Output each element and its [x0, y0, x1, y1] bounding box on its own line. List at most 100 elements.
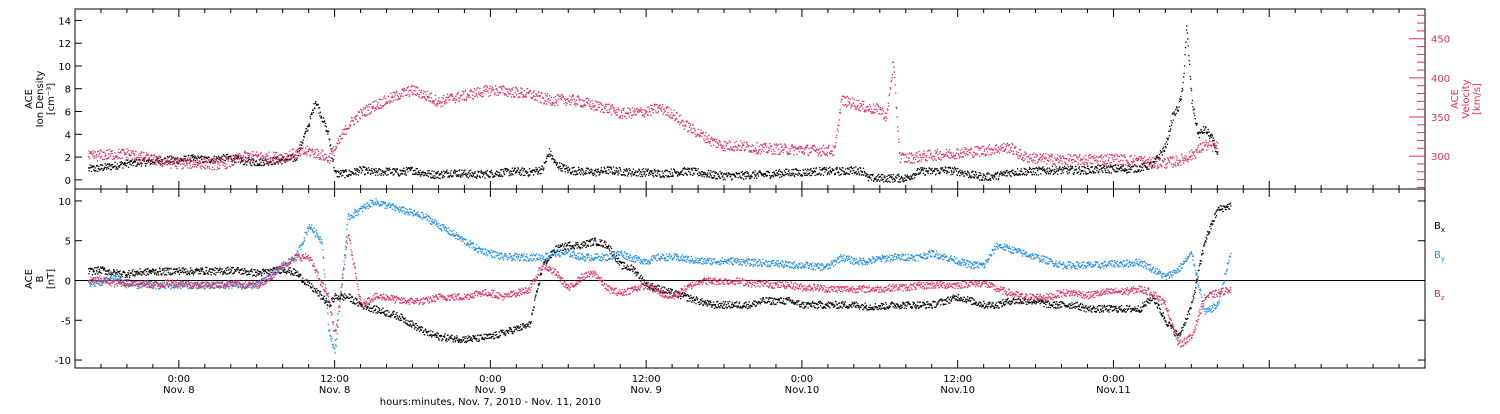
velocity-series-point	[498, 95, 499, 96]
density-series-point	[870, 177, 871, 178]
velocity-series-point	[323, 157, 324, 158]
velocity-series-point	[1198, 145, 1199, 146]
density-series-point	[145, 165, 146, 166]
velocity-series-point	[757, 153, 758, 154]
density-series-point	[446, 171, 447, 172]
velocity-series-point	[403, 91, 404, 92]
density-series-point	[511, 171, 512, 172]
velocity-series-point	[545, 95, 546, 96]
velocity-series-point	[1101, 158, 1102, 159]
velocity-series-point	[964, 147, 965, 148]
density-series-point	[302, 142, 303, 143]
velocity-series-point	[318, 157, 319, 158]
density-series-point	[543, 169, 544, 170]
density-series-point	[1080, 173, 1081, 174]
velocity-series-point	[359, 112, 360, 113]
velocity-series-point	[1098, 164, 1099, 165]
velocity-series-point	[956, 153, 957, 154]
density-series-point	[1098, 171, 1099, 172]
velocity-series-point	[851, 104, 852, 105]
velocity-series-point	[512, 94, 513, 95]
density-series-point	[566, 165, 567, 166]
velocity-series-point	[1192, 152, 1193, 153]
density-series-point	[195, 160, 196, 161]
velocity-series-point	[966, 153, 967, 154]
velocity-series-point	[893, 67, 894, 68]
velocity-series-point	[1025, 158, 1026, 159]
density-series-point	[224, 155, 225, 156]
density-series-point	[1171, 125, 1172, 126]
velocity-series-point	[752, 145, 753, 146]
density-series-point	[651, 170, 652, 171]
density-series-point	[616, 170, 617, 171]
velocity-series-point	[931, 158, 932, 159]
velocity-series-point	[439, 103, 440, 104]
velocity-series-point	[578, 95, 579, 96]
density-series-point	[414, 170, 415, 171]
density-series-point	[244, 163, 245, 164]
density-series-point	[1190, 79, 1191, 80]
velocity-series-point	[133, 150, 134, 151]
velocity-series-point	[1207, 146, 1208, 147]
velocity-series-point	[714, 138, 715, 139]
velocity-series-point	[150, 161, 151, 162]
velocity-series-point	[1043, 157, 1044, 158]
y-tick-label-right: 300	[1431, 152, 1450, 163]
density-series-point	[742, 171, 743, 172]
velocity-series-point	[610, 105, 611, 106]
velocity-series-point	[782, 145, 783, 146]
density-series-point	[1104, 168, 1105, 169]
density-series-point	[1011, 176, 1012, 177]
velocity-series-point	[317, 149, 318, 150]
density-series-point	[611, 169, 612, 170]
velocity-series-point	[101, 149, 102, 150]
density-series-point	[475, 171, 476, 172]
velocity-series-point	[594, 105, 595, 106]
density-series-point	[551, 154, 552, 155]
velocity-series-point	[100, 157, 101, 158]
density-series-point	[881, 177, 882, 178]
density-series-point	[576, 171, 577, 172]
velocity-series-point	[974, 152, 975, 153]
y-tick-label-left: 12	[58, 39, 71, 50]
velocity-series-point	[751, 152, 752, 153]
velocity-series-point	[273, 152, 274, 153]
velocity-series-point	[292, 149, 293, 150]
velocity-series-point	[1138, 159, 1139, 160]
density-series-point	[1181, 98, 1182, 99]
density-series-point	[405, 171, 406, 172]
density-series-point	[1168, 131, 1169, 132]
velocity-series-point	[1027, 161, 1028, 162]
b-x-series-point	[108, 273, 109, 274]
velocity-series-point	[1196, 152, 1197, 153]
velocity-series-point	[1097, 160, 1098, 161]
velocity-series-point	[788, 154, 789, 155]
velocity-series-point	[692, 132, 693, 133]
velocity-series-point	[183, 167, 184, 168]
velocity-series-point	[1180, 161, 1181, 162]
velocity-series-point	[555, 96, 556, 97]
density-series-point	[417, 168, 418, 169]
density-series-point	[385, 171, 386, 172]
density-series-point	[754, 174, 755, 175]
velocity-series-point	[751, 150, 752, 151]
density-series-point	[833, 169, 834, 170]
density-series-point	[588, 172, 589, 173]
density-series-point	[594, 174, 595, 175]
y-tick-label-left: 8	[65, 85, 71, 96]
velocity-series-point	[832, 151, 833, 152]
density-series-point	[263, 162, 264, 163]
velocity-series-point	[718, 143, 719, 144]
density-series-point	[458, 176, 459, 177]
density-series-point	[710, 170, 711, 171]
velocity-series-point	[498, 87, 499, 88]
velocity-series-point	[494, 94, 495, 95]
velocity-series-point	[343, 129, 344, 130]
velocity-series-point	[1091, 163, 1092, 164]
density-series-point	[309, 125, 310, 126]
density-series-point	[968, 177, 969, 178]
velocity-series-point	[804, 152, 805, 153]
velocity-series-point	[538, 92, 539, 93]
density-series-point	[994, 174, 995, 175]
velocity-series-point	[159, 156, 160, 157]
